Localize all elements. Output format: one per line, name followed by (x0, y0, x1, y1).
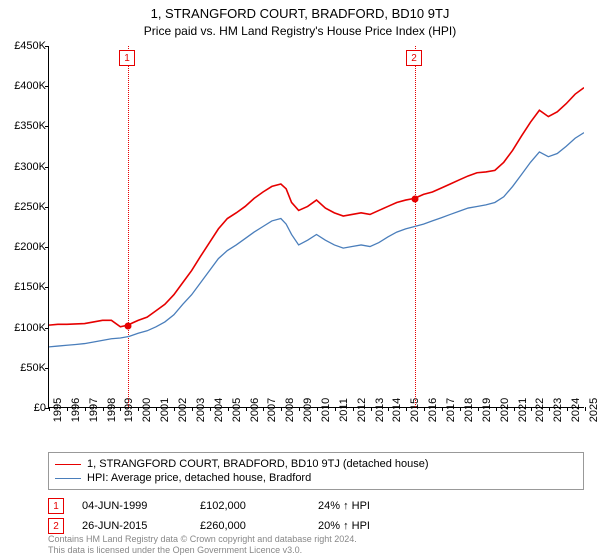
attribution-line-2: This data is licensed under the Open Gov… (48, 545, 357, 556)
ytick-label: £350K (14, 120, 46, 132)
marker-table: 1 04-JUN-1999 £102,000 24% ↑ HPI 2 26-JU… (48, 496, 584, 536)
ytick-label: £450K (14, 40, 46, 52)
series-line-price_paid (49, 88, 584, 327)
legend-swatch-hpi (55, 478, 81, 479)
marker-row-2: 2 26-JUN-2015 £260,000 20% ↑ HPI (48, 516, 584, 536)
ytick-label: £100K (14, 322, 46, 334)
attribution-line-1: Contains HM Land Registry data © Crown c… (48, 534, 357, 545)
legend-swatch-price-paid (55, 464, 81, 465)
chart-title: 1, STRANGFORD COURT, BRADFORD, BD10 9TJ (0, 0, 600, 21)
chart-plot-area (48, 46, 584, 408)
chart-marker-badge-1: 1 (119, 50, 135, 66)
legend-row-hpi: HPI: Average price, detached house, Brad… (55, 471, 577, 485)
marker-delta-2: 20% ↑ HPI (318, 520, 418, 532)
legend-label-hpi: HPI: Average price, detached house, Brad… (87, 472, 311, 484)
legend-row-price-paid: 1, STRANGFORD COURT, BRADFORD, BD10 9TJ … (55, 457, 577, 471)
chart-container: 1, STRANGFORD COURT, BRADFORD, BD10 9TJ … (0, 0, 600, 560)
marker-delta-1: 24% ↑ HPI (318, 500, 418, 512)
legend: 1, STRANGFORD COURT, BRADFORD, BD10 9TJ … (48, 452, 584, 490)
marker-row-1: 1 04-JUN-1999 £102,000 24% ↑ HPI (48, 496, 584, 516)
ytick-label: £200K (14, 241, 46, 253)
marker-badge-1: 1 (48, 498, 64, 514)
ytick-label: £150K (14, 281, 46, 293)
chart-svg (49, 46, 584, 407)
ytick-label: £250K (14, 201, 46, 213)
ytick-label: £400K (14, 80, 46, 92)
ytick-label: £50K (20, 362, 46, 374)
series-line-hpi (49, 133, 584, 347)
xtick-label: 2025 (588, 398, 600, 422)
ytick-label: £300K (14, 161, 46, 173)
marker-date-2: 26-JUN-2015 (82, 520, 182, 532)
marker-dot-1 (124, 322, 131, 329)
marker-badge-2: 2 (48, 518, 64, 534)
marker-price-2: £260,000 (200, 520, 300, 532)
chart-subtitle: Price paid vs. HM Land Registry's House … (0, 21, 600, 44)
ytick-label: £0 (34, 402, 46, 414)
marker-dot-2 (412, 195, 419, 202)
chart-marker-badge-2: 2 (406, 50, 422, 66)
attribution: Contains HM Land Registry data © Crown c… (48, 534, 357, 556)
legend-label-price-paid: 1, STRANGFORD COURT, BRADFORD, BD10 9TJ … (87, 458, 429, 470)
marker-date-1: 04-JUN-1999 (82, 500, 182, 512)
marker-price-1: £102,000 (200, 500, 300, 512)
